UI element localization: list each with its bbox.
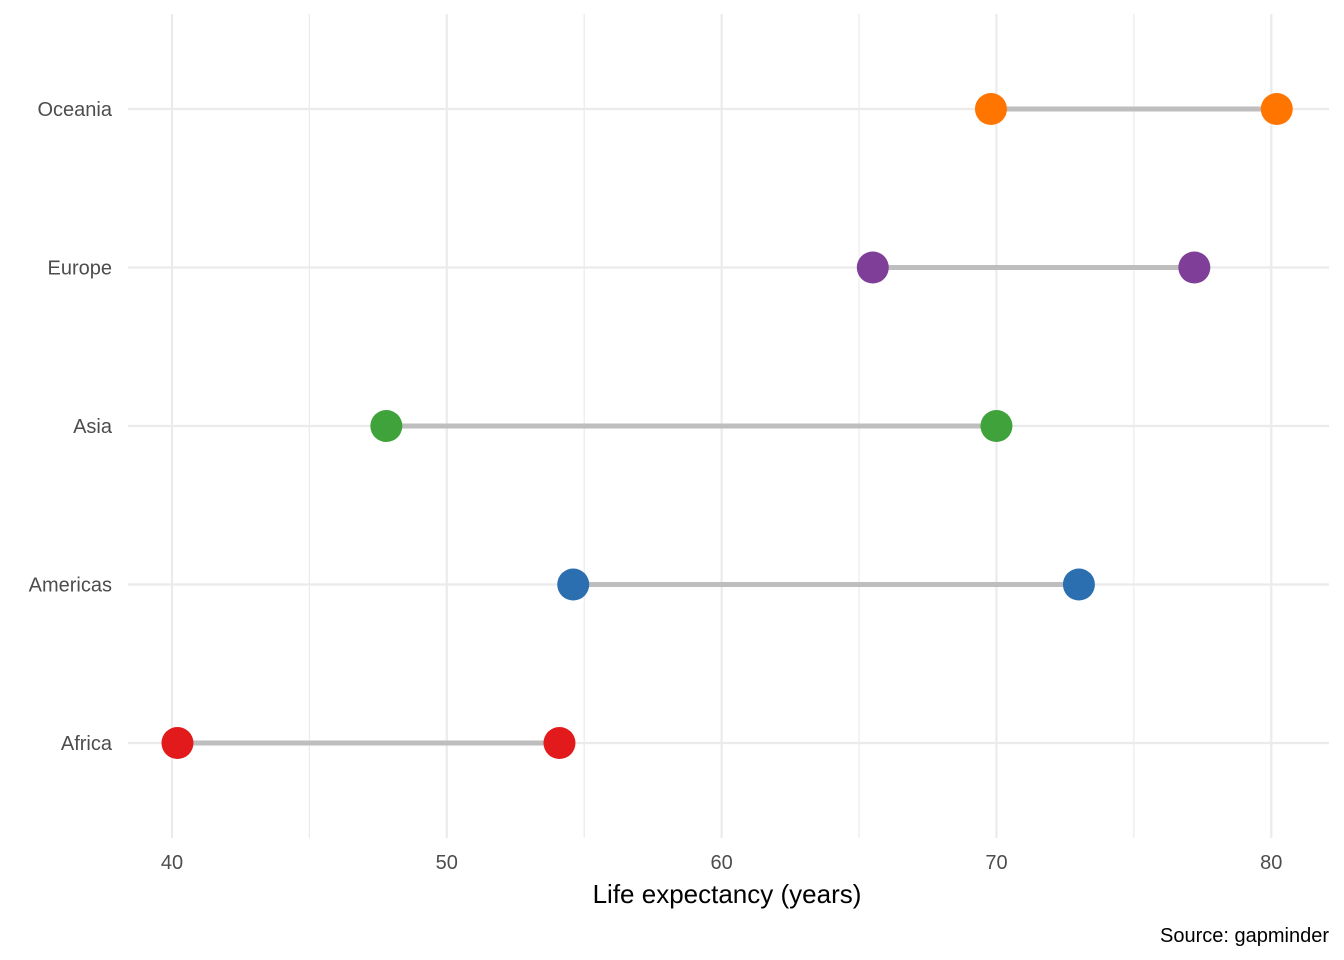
point-end xyxy=(980,410,1013,442)
point-layer xyxy=(161,93,1293,759)
x-tick-labels: 40 50 60 70 80 xyxy=(161,852,1283,874)
point-end xyxy=(1062,568,1095,601)
x-tick-label: 70 xyxy=(985,852,1007,874)
point-end xyxy=(1260,93,1293,125)
point-start xyxy=(161,727,194,759)
point-start xyxy=(856,251,889,284)
x-tick-label: 50 xyxy=(436,852,458,874)
y-tick-label: Americas xyxy=(29,575,112,597)
point-start xyxy=(557,568,590,601)
source-caption: Source: gapminder xyxy=(1160,925,1329,947)
point-end xyxy=(543,727,576,759)
x-tick-label: 40 xyxy=(161,852,183,874)
y-tick-labels: Africa Americas Asia Europe Oceania xyxy=(29,99,113,755)
point-start xyxy=(370,410,403,442)
y-tick-label: Africa xyxy=(61,733,113,755)
y-tick-label: Oceania xyxy=(38,99,113,121)
x-tick-label: 80 xyxy=(1260,852,1282,874)
y-tick-label: Asia xyxy=(73,416,113,438)
x-tick-label: 60 xyxy=(711,852,733,874)
point-start xyxy=(974,93,1007,125)
segment-layer xyxy=(177,106,1277,746)
y-tick-label: Europe xyxy=(48,258,113,280)
point-end xyxy=(1178,251,1211,284)
x-axis-label: Life expectancy (years) xyxy=(593,879,862,909)
